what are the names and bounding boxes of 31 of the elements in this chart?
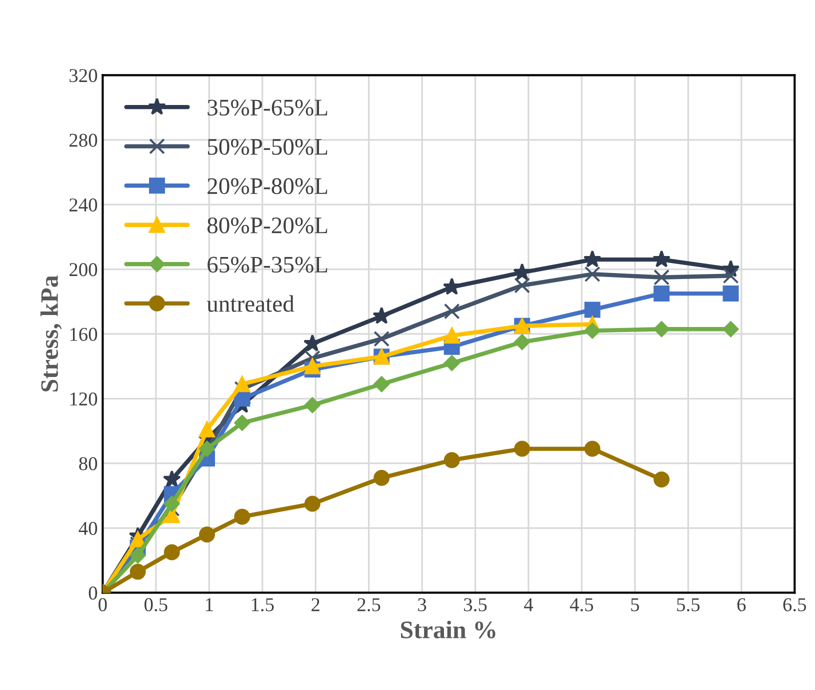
y-tick-label: 120	[70, 392, 98, 406]
x-tick-label: 2	[312, 598, 320, 612]
x-tick-label: 1.5	[252, 598, 274, 612]
legend-label: 65%P-35%L	[208, 256, 328, 273]
y-tick-label: 240	[70, 198, 98, 212]
legend-label: 20%P-80%L	[208, 178, 328, 194]
x-tick-label: 5	[631, 598, 640, 612]
y-tick-label: 80	[79, 457, 98, 470]
y-tick-label: 280	[70, 134, 98, 147]
legend-label: 35%P-65%L	[208, 100, 328, 116]
y-tick-label: 0	[88, 586, 98, 600]
x-axis-title: Strain %	[401, 620, 496, 638]
legend-label: 50%P-50%L	[208, 138, 328, 155]
x-tick-label: 3	[418, 598, 426, 612]
x-tick-label: 6.5	[783, 598, 806, 612]
y-axis-title: Stress, kPa	[40, 276, 62, 392]
legend-label: 80%P-20%L	[207, 217, 328, 234]
x-tick-label: 3.5	[464, 598, 487, 612]
y-tick-label: 160	[70, 328, 98, 341]
x-tick-label: 4.5	[570, 598, 594, 612]
x-tick-label: 0.5	[144, 598, 168, 612]
y-tick-label: 40	[78, 522, 98, 535]
x-tick-label: 5.5	[677, 598, 700, 612]
legend-label: untreated	[206, 295, 294, 312]
x-tick-label: 6	[737, 598, 746, 612]
x-tick-label: 4	[524, 598, 534, 612]
y-tick-label: 200	[70, 263, 98, 276]
x-tick-label: 1	[206, 598, 213, 612]
y-tick-label: 320	[70, 69, 98, 82]
x-tick-label: 2.5	[358, 598, 380, 612]
x-tick-label: 0	[98, 598, 107, 612]
